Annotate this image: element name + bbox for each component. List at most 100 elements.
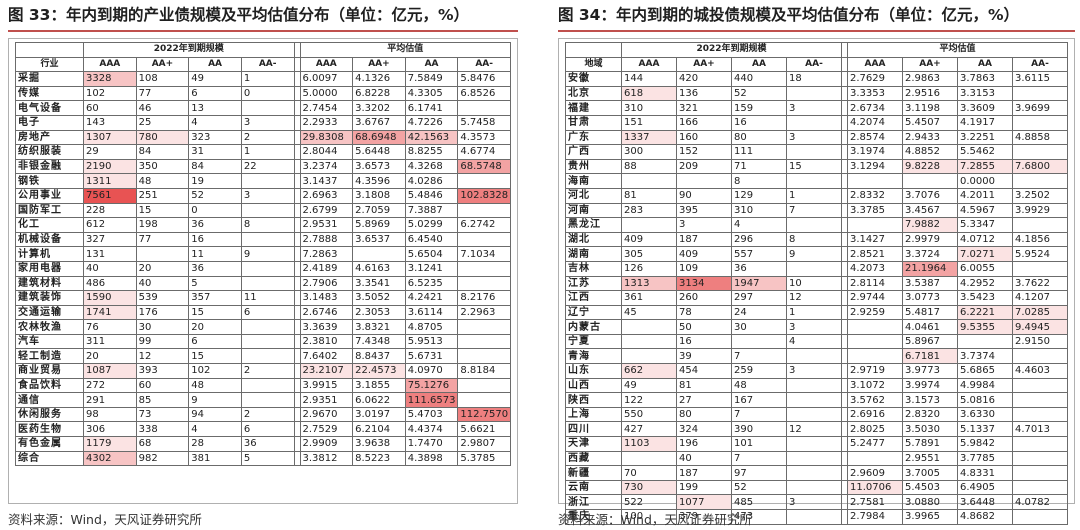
maturity-cell: 305 [621, 246, 677, 262]
group-header-row: 2022年到期规模 平均估值 [565, 42, 1068, 58]
table-row: 电气设备 60 46 13 2.7454 3.3202 6.1741 [15, 100, 511, 116]
maturity-cell: 73 [135, 406, 190, 423]
maturity-cell: 60 [83, 100, 137, 116]
maturity-cell: 176 [135, 304, 190, 321]
valuation-cell: 5.9842 [957, 436, 1013, 452]
valuation-cell: 0.0000 [957, 173, 1013, 189]
table-row: 吉林 126 109 36 4.2073 21.1964 6.0055 [565, 260, 1068, 277]
table-row: 纺织服装 29 84 31 1 2.8044 5.6448 8.8255 4.6774 [15, 144, 511, 160]
valuation-cell [1012, 144, 1068, 160]
row-name: 汽车 [15, 333, 84, 350]
valuation-cell: 29.8308 [299, 129, 354, 146]
maturity-cell [786, 479, 842, 496]
maturity-cell: 11 [240, 290, 295, 306]
maturity-cell [621, 333, 677, 350]
valuation-cell: 2.7906 [299, 275, 354, 292]
valuation-cell: 5.8967 [902, 333, 958, 350]
maturity-cell: 3 [786, 129, 842, 146]
valuation-cell: 7.1034 [457, 246, 511, 262]
maturity-cell: 310 [731, 202, 787, 219]
valuation-cell: 111.6573 [404, 392, 459, 408]
maturity-cell: 9 [786, 246, 842, 262]
maturity-cell: 10 [786, 275, 842, 292]
valuation-cell [1012, 392, 1068, 408]
maturity-cell: 90 [676, 187, 732, 204]
maturity-cell [786, 260, 842, 277]
title-rule [8, 30, 518, 32]
maturity-cell: 48 [188, 377, 242, 394]
valuation-cell: 4.8705 [404, 319, 459, 335]
valuation-cell: 4.7226 [404, 114, 459, 131]
maturity-cell: 52 [731, 479, 787, 496]
valuation-cell: 2.9670 [299, 406, 354, 423]
row-name: 西藏 [565, 450, 622, 467]
table-row: 天津 1103 196 101 5.2477 5.7891 5.9842 [565, 436, 1068, 452]
valuation-cell: 7.6800 [1012, 158, 1068, 175]
maturity-cell: 1337 [621, 129, 677, 146]
maturity-cell: 28 [188, 436, 242, 452]
maturity-cell: 36 [240, 436, 295, 452]
maturity-cell: 8 [731, 173, 787, 189]
row-name: 纺织服装 [15, 144, 84, 160]
row-name: 广西 [565, 144, 622, 160]
maturity-cell: 94 [188, 406, 242, 423]
table-row: 云南 730 199 52 11.0706 5.4503 6.4905 [565, 479, 1068, 496]
valuation-cell: 3.8321 [352, 319, 406, 335]
row-name: 国防军工 [15, 202, 84, 219]
valuation-cell: 5.6448 [352, 144, 406, 160]
maturity-cell: 84 [188, 158, 242, 175]
maturity-cell: 251 [135, 187, 190, 204]
maturity-cell: 27 [676, 392, 732, 408]
valuation-cell: 6.2221 [957, 304, 1013, 321]
valuation-cell: 5.4703 [404, 406, 459, 423]
valuation-cell: 2.8025 [847, 421, 903, 438]
valuation-cell: 3.7863 [957, 71, 1013, 87]
row-name: 江西 [565, 290, 622, 306]
maturity-cell: 1311 [83, 173, 137, 189]
maturity-cell: 306 [83, 421, 137, 438]
maturity-cell: 297 [731, 290, 787, 306]
maturity-cell: 76 [83, 319, 137, 335]
row-name: 天津 [565, 436, 622, 452]
group-header-valuation: 平均估值 [299, 42, 511, 58]
maturity-cell: 40 [135, 275, 190, 292]
valuation-cell [847, 173, 903, 189]
maturity-cell: 129 [731, 187, 787, 204]
valuation-cell: 6.0622 [352, 392, 406, 408]
maturity-cell: 7561 [83, 187, 137, 204]
row-name: 传媒 [15, 85, 84, 102]
valuation-cell: 3.6115 [1012, 71, 1068, 87]
row-name: 新疆 [565, 465, 622, 481]
maturity-cell: 25 [135, 114, 190, 131]
valuation-cell [1012, 348, 1068, 365]
valuation-cell [1012, 114, 1068, 131]
maturity-cell: 272 [83, 377, 137, 394]
valuation-cell: 4.1326 [352, 71, 406, 87]
valuation-cell: 2.9744 [847, 290, 903, 306]
table-row: 西藏 40 7 2.9551 3.7785 [565, 450, 1068, 467]
valuation-cell [847, 333, 903, 350]
valuation-cell: 3.3639 [299, 319, 354, 335]
maturity-cell: 22 [240, 158, 295, 175]
maturity-cell: 5 [240, 450, 295, 467]
maturity-cell: 187 [676, 231, 732, 248]
valuation-cell: 3.0197 [352, 406, 406, 423]
maturity-cell: 1741 [83, 304, 137, 321]
maturity-cell: 131 [83, 246, 137, 262]
maturity-cell: 40 [83, 260, 137, 277]
rating-header: AA [731, 56, 787, 73]
maturity-cell: 327 [83, 231, 137, 248]
maturity-cell: 50 [676, 319, 732, 335]
table-row: 重庆 100 379 473 2.7984 3.9965 4.8682 [565, 509, 1068, 525]
table-row: 汽车 311 99 6 2.3810 7.4348 5.9513 [15, 333, 511, 350]
valuation-cell: 3.1573 [902, 392, 958, 408]
valuation-cell: 5.3347 [957, 217, 1013, 233]
maturity-cell [731, 333, 787, 350]
rating-header: AA [404, 56, 459, 73]
row-name: 内蒙古 [565, 319, 622, 335]
maturity-cell [240, 275, 295, 292]
valuation-cell: 5.0816 [957, 392, 1013, 408]
maturity-cell: 4302 [83, 450, 137, 467]
maturity-cell: 420 [676, 71, 732, 87]
valuation-cell: 3.0773 [902, 290, 958, 306]
